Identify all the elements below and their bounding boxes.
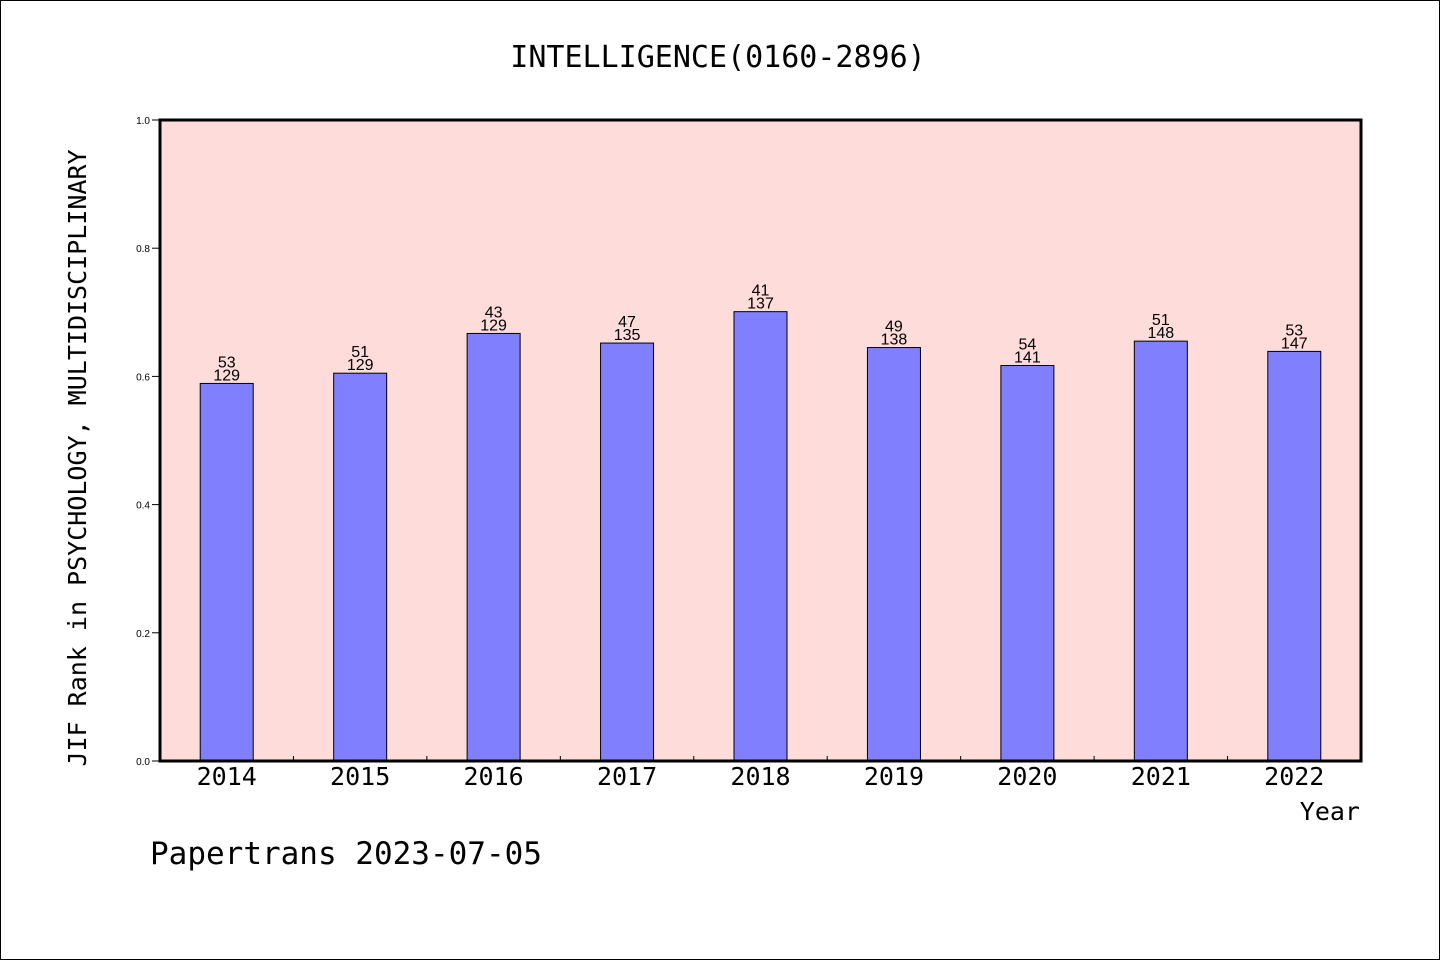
y-tick-label: 1.0: [136, 116, 150, 127]
bar-2017: [600, 342, 655, 762]
x-tick-label-2014: 2014: [197, 762, 257, 791]
bar-rank-label-2020: 54: [1018, 337, 1036, 354]
bar-rank-label-2021: 51: [1152, 312, 1170, 329]
bar-rank-label-2017: 47: [618, 314, 636, 331]
x-tick-label-2020: 2020: [997, 762, 1057, 791]
x-tick-label-2016: 2016: [464, 762, 524, 791]
x-tick-label-2017: 2017: [597, 762, 657, 791]
y-tick-label: 0.4: [136, 501, 150, 512]
y-axis-label: JIF Rank in PSYCHOLOGY, MULTIDISCIPLINAR…: [63, 149, 92, 766]
bar-total-label-2021: 148: [1147, 325, 1174, 342]
x-axis-label: Year: [1300, 797, 1360, 826]
bar-rank-label-2019: 49: [885, 319, 903, 336]
bar-2016: [466, 332, 521, 762]
bar-rank-label-2016: 43: [485, 304, 503, 321]
bar-2020: [1000, 365, 1055, 762]
bar-2021: [1133, 340, 1188, 762]
bar-rank-label-2014: 53: [218, 354, 236, 371]
y-tick-label: 0.8: [136, 244, 150, 255]
y-tick-label: 0.2: [136, 629, 150, 640]
x-tick-label-2015: 2015: [330, 762, 390, 791]
bar-total-label-2017: 135: [614, 327, 641, 344]
bar-2022: [1267, 350, 1322, 762]
y-tick-label: 0.6: [136, 372, 150, 383]
bar-rank-label-2015: 51: [351, 344, 369, 361]
x-tick-label-2019: 2019: [864, 762, 924, 791]
y-tick-label: 0.0: [136, 757, 150, 768]
bar-rank-label-2022: 53: [1285, 322, 1303, 339]
x-tick-label-2018: 2018: [730, 762, 790, 791]
footer-credit: Papertrans 2023-07-05: [150, 836, 542, 872]
x-tick-label-2022: 2022: [1264, 762, 1324, 791]
bar-total-label-2015: 129: [347, 357, 374, 374]
bar-total-label-2016: 129: [480, 317, 507, 334]
bar-total-label-2018: 137: [747, 296, 774, 313]
ticks-group: 2014 2015 2016 2017 2018 2019 2020 2021 2022 0.0 0…: [136, 116, 1324, 791]
plot-border: [158, 118, 1363, 763]
bar-2018: [733, 311, 788, 762]
bar-2014: [199, 382, 254, 762]
bar-total-label-2020: 141: [1014, 350, 1041, 367]
bar-2015: [333, 372, 388, 762]
bar-total-label-2022: 147: [1281, 335, 1308, 352]
x-tick-label-2021: 2021: [1131, 762, 1191, 791]
bar-2019: [866, 347, 921, 762]
bar-total-label-2014: 129: [213, 367, 240, 384]
chart-title: INTELLIGENCE(0160-2896): [510, 40, 925, 75]
bar-rank-label-2018: 41: [752, 283, 770, 300]
bar-total-label-2019: 138: [881, 332, 908, 349]
